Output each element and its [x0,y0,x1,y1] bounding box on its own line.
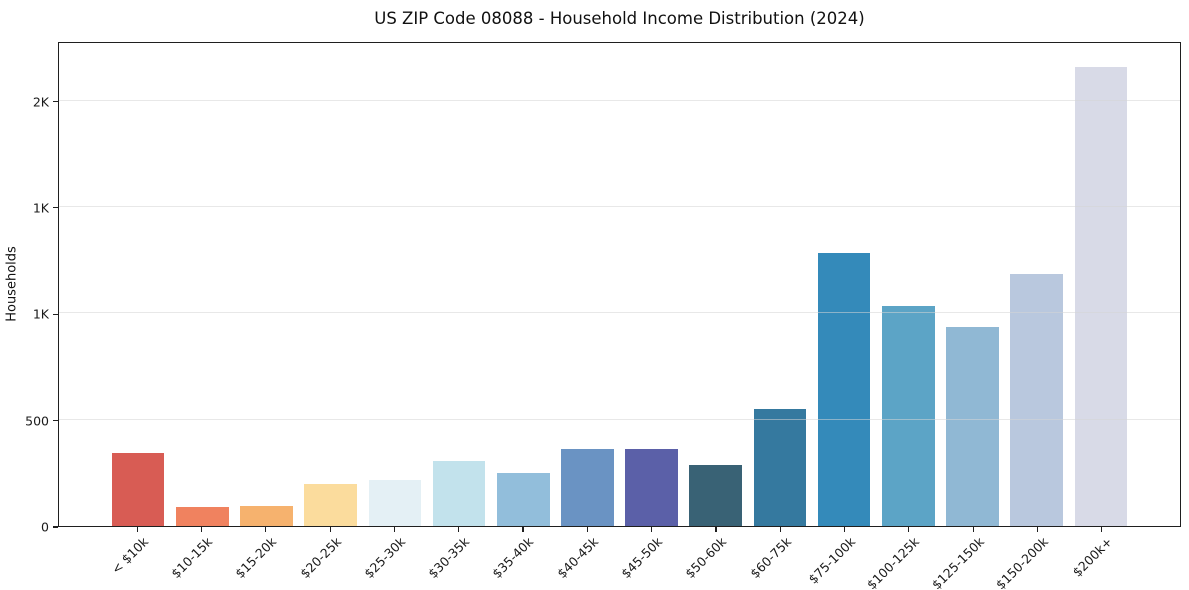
y-tick-mark [53,420,58,422]
bar-150-200k [1010,274,1064,526]
x-tick-label: $15-20k [232,534,280,582]
bar-slot [620,43,684,526]
bar-45-50k [625,449,678,526]
y-tick-mark [53,526,58,528]
bar-25-30k [368,480,422,526]
x-tick-label: < $10k [107,534,151,577]
x-tick-mark [458,527,460,532]
y-tick-mark [53,207,58,209]
x-tick-mark [265,527,267,532]
x-tick-mark [586,527,588,532]
x-tick-label: $200k+ [1069,534,1116,580]
x-tick-label: $100-125k [864,534,923,590]
bar-75-100k [817,253,871,526]
x-tick-mark [715,527,717,532]
bar-slot [106,43,170,526]
y-tick-label: 500 [25,413,49,429]
x-tick-mark [329,527,331,532]
bar-slot [876,43,940,526]
bar-100-125k [882,306,935,526]
gridline-1500 [59,205,1180,207]
x-tick-mark [1036,527,1039,532]
x-tick-label: $75-100k [805,534,859,587]
x-tick-label: $20-25k [296,534,344,582]
bar-slot [170,43,234,526]
y-tick-mark [53,313,58,315]
x-tick-label: $30-35k [425,534,473,582]
y-tick-mark [53,101,58,103]
x-tick-label: $10-15k [168,534,216,582]
bar-slot [555,43,619,526]
x-tick-mark [393,527,395,532]
x-tick-mark [200,527,203,532]
bar-35-40k [496,473,550,526]
x-tick-label: $35-40k [489,534,537,582]
x-tick-mark [972,527,974,532]
bar-slot [1005,43,1069,526]
x-tick-label: $60-75k [746,534,794,582]
bar-30-35k [432,461,486,526]
bar-10k [111,452,165,526]
y-tick-label: 1K [32,200,49,216]
x-tick-label: $125-150k [928,534,987,590]
chart-title: US ZIP Code 08088 - Household Income Dis… [374,9,865,28]
bar-slot [812,43,876,526]
gridline-500 [59,418,1180,420]
x-tick-mark [136,527,138,532]
bars-container [59,43,1180,526]
bar-125-150k [946,327,999,526]
bar-slot [427,43,491,526]
bar-20-25k [304,483,357,526]
x-tick-mark [651,527,653,532]
x-tick-label: $40-45k [553,534,601,582]
bar-slot [363,43,427,526]
bar-50-60k [689,465,743,526]
bar-slot [234,43,298,526]
x-tick-mark [779,527,781,532]
x-tick-mark [1101,527,1103,532]
x-tick-mark [522,527,524,532]
x-tick-mark [908,527,910,532]
bar-slot [684,43,748,526]
x-tick-label: $25-30k [360,534,409,582]
bar-slot [1069,43,1133,526]
gridline-1000 [59,312,1180,314]
x-tick-mark [844,527,846,532]
bar-slot [299,43,363,526]
bar-40-45k [561,449,614,526]
bar-slot [491,43,555,526]
x-tick-label: $50-60k [682,534,730,582]
plot-area [58,42,1181,527]
y-tick-label: 0 [41,519,49,535]
y-tick-label: 1K [32,306,49,322]
bar-15-20k [240,506,293,526]
bar-slot [940,43,1004,526]
bar-10-15k [175,507,229,526]
bar-200k [1074,67,1128,526]
bar-slot [748,43,812,526]
gridline-2000 [59,99,1180,101]
bar-60-75k [753,408,807,526]
y-tick-label: 2K [32,94,49,110]
x-tick-label: $45-50k [618,534,666,582]
x-tick-label: $150-200k [992,534,1052,590]
